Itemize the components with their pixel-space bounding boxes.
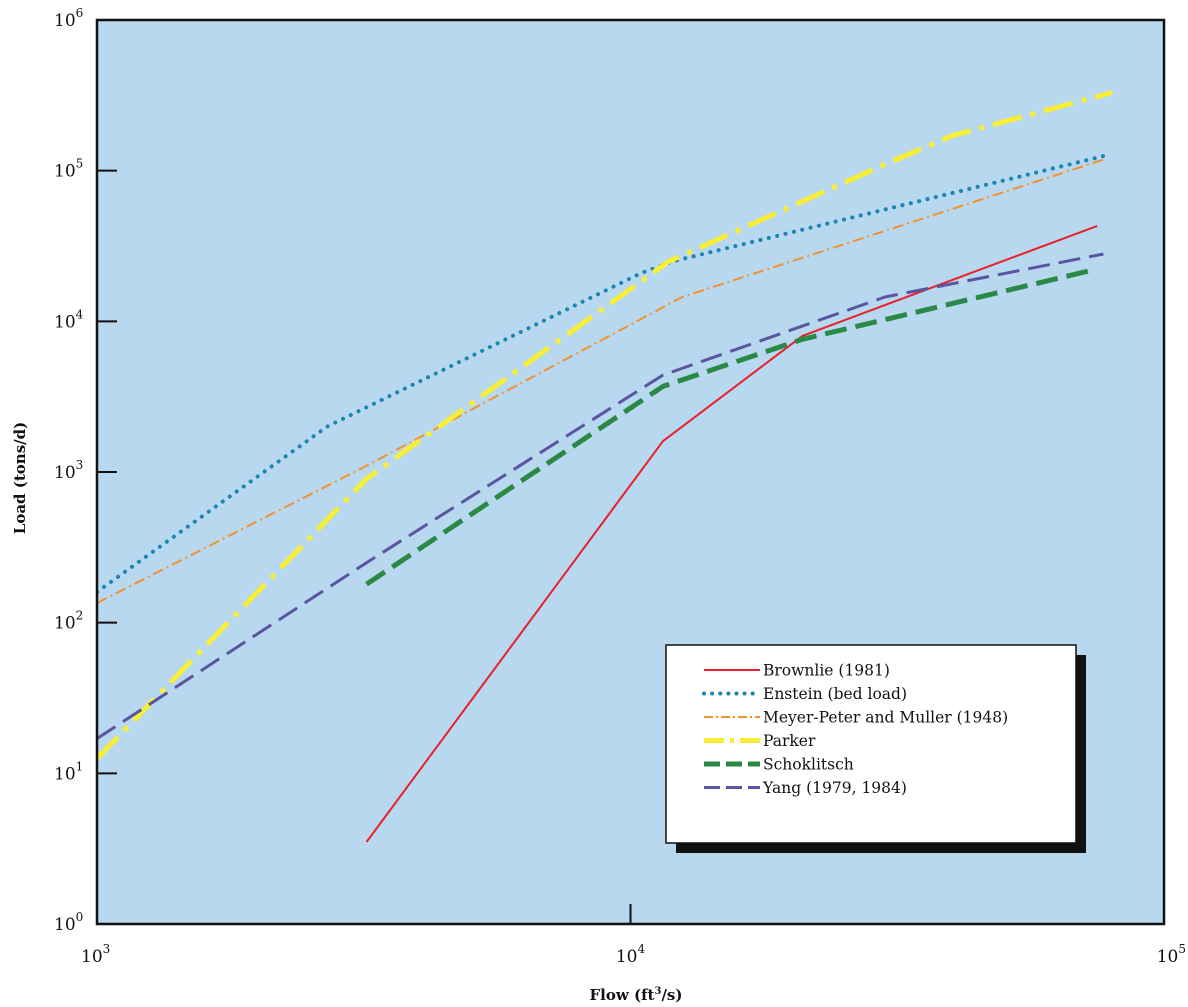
- legend-label: Meyer-Peter and Muller (1948): [763, 709, 1008, 727]
- x-axis-title: Flow (ft3/s): [590, 986, 683, 1004]
- legend-label: Enstein (bed load): [763, 685, 907, 703]
- x-tick-label: 105: [1157, 942, 1186, 967]
- y-tick-label: 101: [54, 759, 83, 784]
- y-axis-title: Load (tons/d): [11, 422, 29, 534]
- y-tick-label: 102: [54, 609, 83, 634]
- x-tick-label: 103: [81, 942, 110, 967]
- y-tick-label: 100: [54, 910, 83, 935]
- legend-label: Schoklitsch: [763, 756, 854, 774]
- legend-label: Brownlie (1981): [763, 662, 890, 680]
- y-tick-label: 103: [54, 458, 83, 483]
- y-tick-label: 106: [54, 6, 83, 31]
- legend: Brownlie (1981) Enstein (bed load) Meyer-P…: [666, 645, 1086, 853]
- y-tick-label: 105: [54, 157, 83, 182]
- legend-label: Yang (1979, 1984): [762, 779, 907, 797]
- x-tick-label: 104: [616, 942, 646, 967]
- y-tick-label: 104: [54, 307, 84, 332]
- legend-label: Parker: [763, 732, 816, 750]
